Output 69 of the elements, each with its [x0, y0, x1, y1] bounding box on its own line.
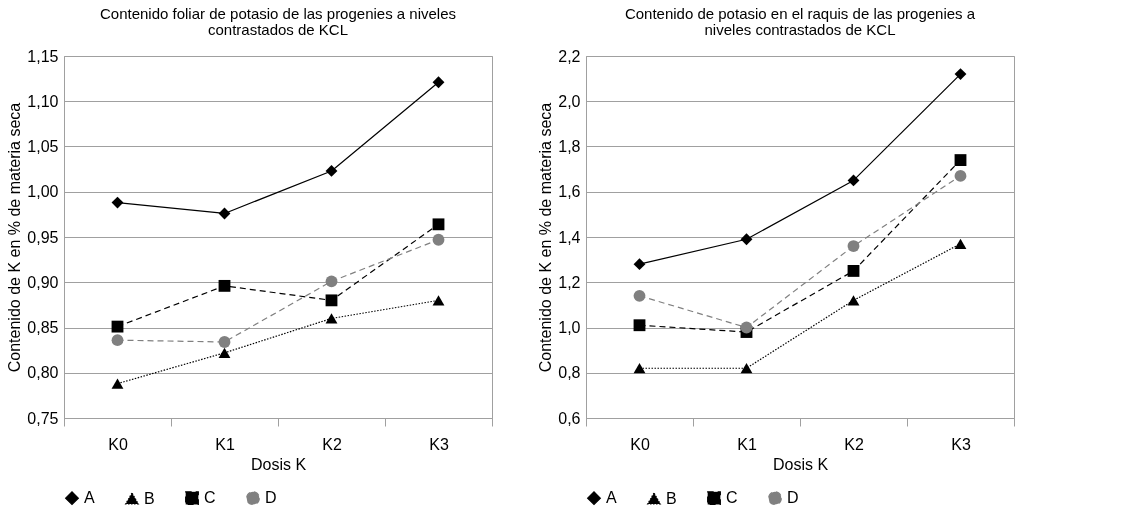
y-tick-label: 0,8 [558, 364, 581, 382]
point [954, 68, 967, 81]
point [633, 319, 646, 332]
y-tick-label: 2,0 [558, 92, 581, 110]
y-tick-label: 0,95 [27, 228, 59, 246]
point [325, 294, 338, 307]
y-tick-label: 1,2 [558, 273, 581, 291]
point [325, 275, 338, 288]
x-tick-label: K3 [951, 435, 971, 453]
legend-label: A [84, 489, 95, 507]
y-axis-title: Contenido de K en % de materia seca [6, 102, 24, 373]
point [432, 76, 445, 89]
y-tick-label: 1,8 [558, 138, 581, 155]
legend-label: D [787, 489, 799, 507]
point [847, 265, 860, 277]
point [218, 279, 231, 292]
point [218, 336, 231, 348]
y-tick-label: 1,0 [558, 319, 581, 336]
chart-title: Contenido foliar de potasio de las progenies a niveles contrastados de KCL [99, 5, 457, 38]
y-tick-label: 2,2 [558, 47, 581, 65]
point [111, 378, 124, 389]
point [432, 218, 445, 231]
point [954, 238, 967, 249]
y-tick-label: 1,6 [558, 183, 581, 201]
point [954, 154, 967, 166]
point [633, 289, 646, 302]
y-tick-label: 1,4 [558, 228, 581, 246]
point [111, 196, 124, 209]
point [325, 165, 338, 177]
point [847, 240, 860, 252]
x-tick-label: K2 [322, 435, 342, 453]
point [432, 295, 445, 306]
legend-label: A [606, 489, 617, 507]
y-axis-title: Contenido de K en % de materia seca [537, 102, 555, 373]
x-tick-label: K0 [108, 435, 128, 453]
point [432, 233, 445, 246]
chart-title: Contenido de potasio en el raquis de las progenies a niveles contrastados de KCL [624, 5, 976, 38]
point [954, 170, 967, 182]
y-tick-label: 0,90 [27, 273, 59, 291]
y-tick-label: 1,15 [27, 47, 59, 65]
legend-label: D [265, 489, 277, 507]
legend-label: C [726, 489, 738, 507]
point [740, 321, 753, 334]
y-tick-label: 1,00 [27, 183, 59, 201]
y-tick-label: 0,85 [27, 319, 59, 336]
x-tick-label: K1 [737, 435, 757, 453]
x-axis-title: Dosis K [250, 455, 307, 473]
y-tick-label: 0,80 [27, 364, 59, 382]
y-tick-label: 0,75 [27, 409, 59, 427]
point [111, 320, 124, 333]
legend-label: B [144, 489, 155, 507]
legend-label: C [204, 489, 216, 507]
point [740, 363, 753, 374]
point [633, 363, 646, 374]
point [740, 233, 753, 246]
legend-label: B [666, 489, 677, 507]
y-tick-label: 1,05 [27, 138, 59, 155]
y-tick-label: 1,10 [27, 92, 59, 110]
y-tick-label: 0,6 [558, 409, 581, 427]
point [847, 295, 860, 306]
x-tick-label: K0 [630, 435, 650, 453]
x-tick-label: K2 [844, 435, 864, 453]
point [325, 313, 338, 324]
x-tick-label: K3 [429, 435, 449, 453]
x-tick-label: K1 [215, 435, 235, 453]
point [633, 258, 646, 271]
point [218, 347, 231, 358]
x-axis-title: Dosis K [772, 455, 829, 473]
point [111, 334, 124, 347]
